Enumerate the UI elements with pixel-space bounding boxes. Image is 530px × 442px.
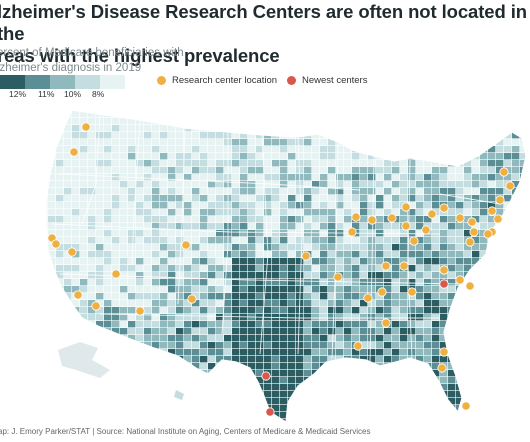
map-subtitle: ercent of Medicare beneficiaries with lz… (0, 47, 184, 74)
research-center-marker (421, 225, 431, 235)
research-center-marker (455, 275, 465, 285)
map-credit: ap: J. Emory Parker/STAT | Source: Natio… (0, 427, 371, 436)
legend-swatch-3 (50, 75, 75, 89)
research-center-marker (363, 293, 373, 303)
research-center-marker (439, 203, 449, 213)
research-center-marker (73, 290, 83, 300)
legend-research-center: Research center location (157, 75, 277, 86)
research-center-marker (333, 272, 343, 282)
legend-research-label: Research center location (172, 75, 278, 86)
research-center-marker (409, 236, 419, 246)
research-center-marker (401, 202, 411, 212)
research-center-marker (301, 251, 311, 261)
research-center-marker (399, 261, 409, 271)
us-county-map (45, 109, 527, 422)
research-center-marker (367, 215, 377, 225)
research-center-marker (81, 122, 91, 132)
prevalence-legend-scale (0, 75, 125, 89)
legend-swatch-4 (75, 75, 100, 89)
newest-center-marker (261, 371, 271, 381)
research-center-marker (439, 347, 449, 357)
research-center-marker (181, 240, 191, 250)
legend-newest-label: Newest centers (302, 75, 368, 86)
research-center-marker (377, 287, 387, 297)
research-center-marker (465, 281, 475, 291)
research-center-marker (111, 269, 121, 279)
legend-label-11: 11% (38, 89, 55, 99)
research-center-marker (467, 217, 477, 227)
legend-label-8: 8% (92, 89, 105, 99)
research-center-marker (381, 318, 391, 328)
hawaii-shape (174, 390, 184, 400)
research-center-marker (469, 227, 479, 237)
legend-swatch-1 (0, 75, 25, 89)
research-center-marker (91, 301, 101, 311)
research-center-marker (401, 221, 411, 231)
research-center-marker (51, 239, 61, 249)
research-center-marker (437, 363, 447, 373)
legend-label-12: 12% (9, 89, 27, 99)
state-borders (51, 113, 501, 363)
newest-center-dot-icon (287, 76, 296, 85)
research-center-marker (455, 213, 465, 223)
center-markers (47, 122, 515, 417)
research-center-marker (495, 195, 505, 205)
research-center-marker (347, 227, 357, 237)
research-center-marker (69, 147, 79, 157)
us-outline (45, 109, 527, 422)
prevalence-legend-labels: 12% 11% 10% 8% (0, 89, 125, 101)
legend-newest-center: Newest centers (287, 75, 367, 86)
research-center-marker (461, 401, 471, 411)
legend-label-10: 10% (64, 89, 82, 99)
research-center-marker (505, 181, 515, 191)
research-center-marker (387, 213, 397, 223)
research-center-marker (483, 229, 493, 239)
research-center-marker (427, 209, 437, 219)
research-center-marker (487, 206, 497, 216)
legend-swatch-2 (25, 75, 50, 89)
alaska-shape (58, 342, 110, 378)
map-title: lzheimer's Disease Research Centers are … (0, 1, 527, 66)
research-center-marker (67, 247, 77, 257)
research-center-dot-icon (157, 76, 166, 85)
research-center-marker (353, 341, 363, 351)
research-center-marker (465, 237, 475, 247)
research-center-marker (439, 265, 449, 275)
newest-center-marker (439, 279, 449, 289)
research-center-marker (499, 167, 509, 177)
research-center-marker (187, 294, 197, 304)
legend-swatch-5 (100, 75, 125, 89)
research-center-marker (351, 212, 361, 222)
research-center-marker (135, 306, 145, 316)
research-center-marker (381, 261, 391, 271)
newest-center-marker (265, 407, 275, 417)
research-center-marker (407, 287, 417, 297)
research-center-marker (493, 214, 503, 224)
